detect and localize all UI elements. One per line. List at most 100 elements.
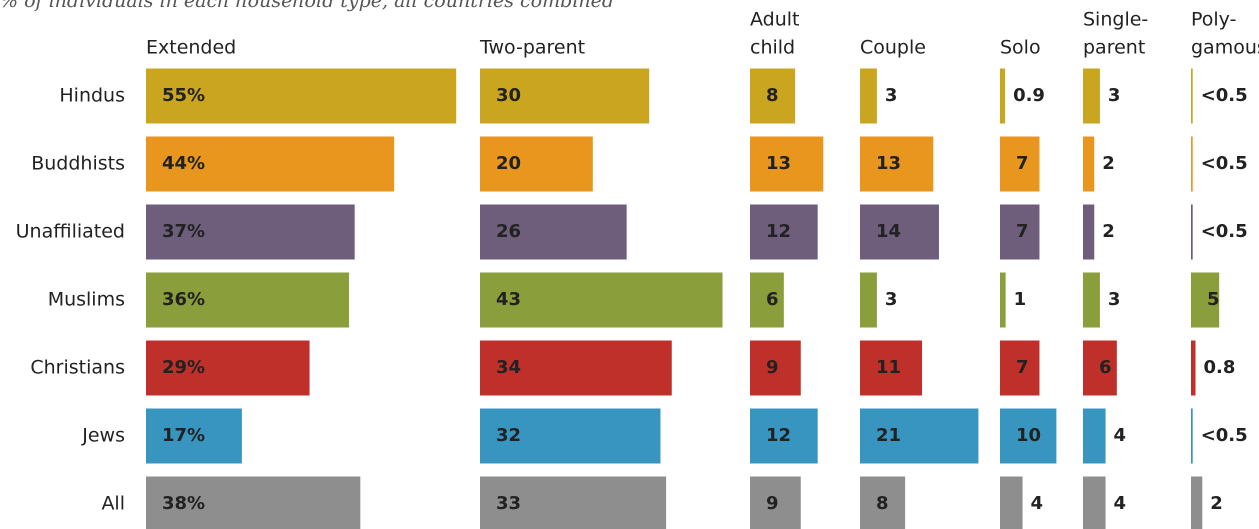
value-label: 30 (496, 85, 521, 106)
bar (1000, 68, 1006, 124)
value-label: 20 (496, 153, 521, 174)
value-label: 10 (1016, 425, 1041, 446)
value-label: 9 (766, 357, 779, 378)
bar (860, 136, 934, 192)
bar (750, 204, 818, 260)
value-label: 55% (162, 85, 205, 106)
bar (146, 272, 350, 328)
bar (480, 204, 627, 260)
bar (1191, 68, 1193, 124)
bar (480, 476, 667, 529)
bar (1083, 340, 1117, 396)
bar (146, 136, 395, 192)
value-label: 5 (1207, 289, 1220, 310)
value-label: 3 (885, 85, 898, 106)
value-label: 7 (1016, 357, 1029, 378)
value-label: 26 (496, 221, 521, 242)
value-label: 1 (1014, 289, 1027, 310)
bar (146, 408, 242, 464)
bar (1191, 408, 1193, 464)
value-label: 38% (162, 493, 205, 514)
bar (480, 408, 661, 464)
bar (1000, 272, 1006, 328)
bar (860, 476, 906, 529)
value-label: 0.8 (1204, 357, 1236, 378)
value-label: <0.5 (1201, 425, 1248, 446)
column-header: gamous (1191, 37, 1259, 59)
value-label: 2 (1102, 153, 1115, 174)
bar (1191, 204, 1193, 260)
row-label: Muslims (48, 289, 125, 311)
value-label: 36% (162, 289, 205, 310)
bar (750, 272, 784, 328)
column-header: Extended (146, 37, 236, 59)
bar (480, 340, 672, 396)
row-label: Unaffiliated (16, 221, 125, 243)
bar (750, 476, 801, 529)
bar (480, 136, 593, 192)
bar (146, 476, 361, 529)
value-label: 32 (496, 425, 521, 446)
bar (1000, 408, 1057, 464)
bar (860, 340, 923, 396)
bar (1083, 68, 1100, 124)
value-label: 9 (766, 493, 779, 514)
value-label: 3 (885, 289, 898, 310)
value-label: 7 (1016, 221, 1029, 242)
value-label: 33 (496, 493, 521, 514)
value-label: 3 (1108, 85, 1121, 106)
value-label: 2 (1210, 493, 1223, 514)
column-header: parent (1083, 37, 1145, 59)
value-label: 43 (496, 289, 521, 310)
chart-subtitle: % of individuals in each household type,… (0, 0, 614, 12)
value-label: 13 (766, 153, 791, 174)
value-label: 4 (1114, 425, 1127, 446)
value-label: 11 (876, 357, 901, 378)
value-label: 8 (876, 493, 889, 514)
bar (1191, 476, 1203, 529)
value-label: <0.5 (1201, 221, 1248, 242)
value-label: 17% (162, 425, 205, 446)
column-header: child (750, 37, 795, 59)
row-label: Christians (30, 357, 125, 379)
bar (146, 340, 310, 396)
bar (1083, 136, 1095, 192)
value-label: 4 (1114, 493, 1127, 514)
bar (750, 136, 824, 192)
bar (860, 68, 877, 124)
bar (1191, 340, 1196, 396)
value-label: <0.5 (1201, 85, 1248, 106)
bar (1000, 136, 1040, 192)
bar (750, 408, 818, 464)
bar (1000, 340, 1040, 396)
bar (146, 204, 355, 260)
bar (860, 408, 979, 464)
bar (860, 272, 877, 328)
value-label: 13 (876, 153, 901, 174)
bar (1083, 204, 1095, 260)
value-label: 12 (766, 221, 791, 242)
bar (1191, 272, 1220, 328)
bar (860, 204, 939, 260)
bar (1083, 408, 1106, 464)
value-label: 4 (1031, 493, 1044, 514)
column-header: Poly- (1191, 9, 1236, 31)
value-label: 37% (162, 221, 205, 242)
column-header: Couple (860, 37, 926, 59)
column-header: Single- (1083, 9, 1148, 31)
value-label: 0.9 (1013, 85, 1045, 106)
bar (146, 68, 457, 124)
column-header: Adult (750, 9, 800, 31)
bar (1191, 136, 1193, 192)
bar (480, 68, 650, 124)
value-label: 7 (1016, 153, 1029, 174)
row-label: Hindus (59, 85, 125, 107)
bar (750, 340, 801, 396)
value-label: <0.5 (1201, 153, 1248, 174)
value-label: 8 (766, 85, 779, 106)
value-label: 3 (1108, 289, 1121, 310)
value-label: 2 (1102, 221, 1115, 242)
bar (750, 68, 796, 124)
column-header: Two-parent (479, 37, 585, 59)
